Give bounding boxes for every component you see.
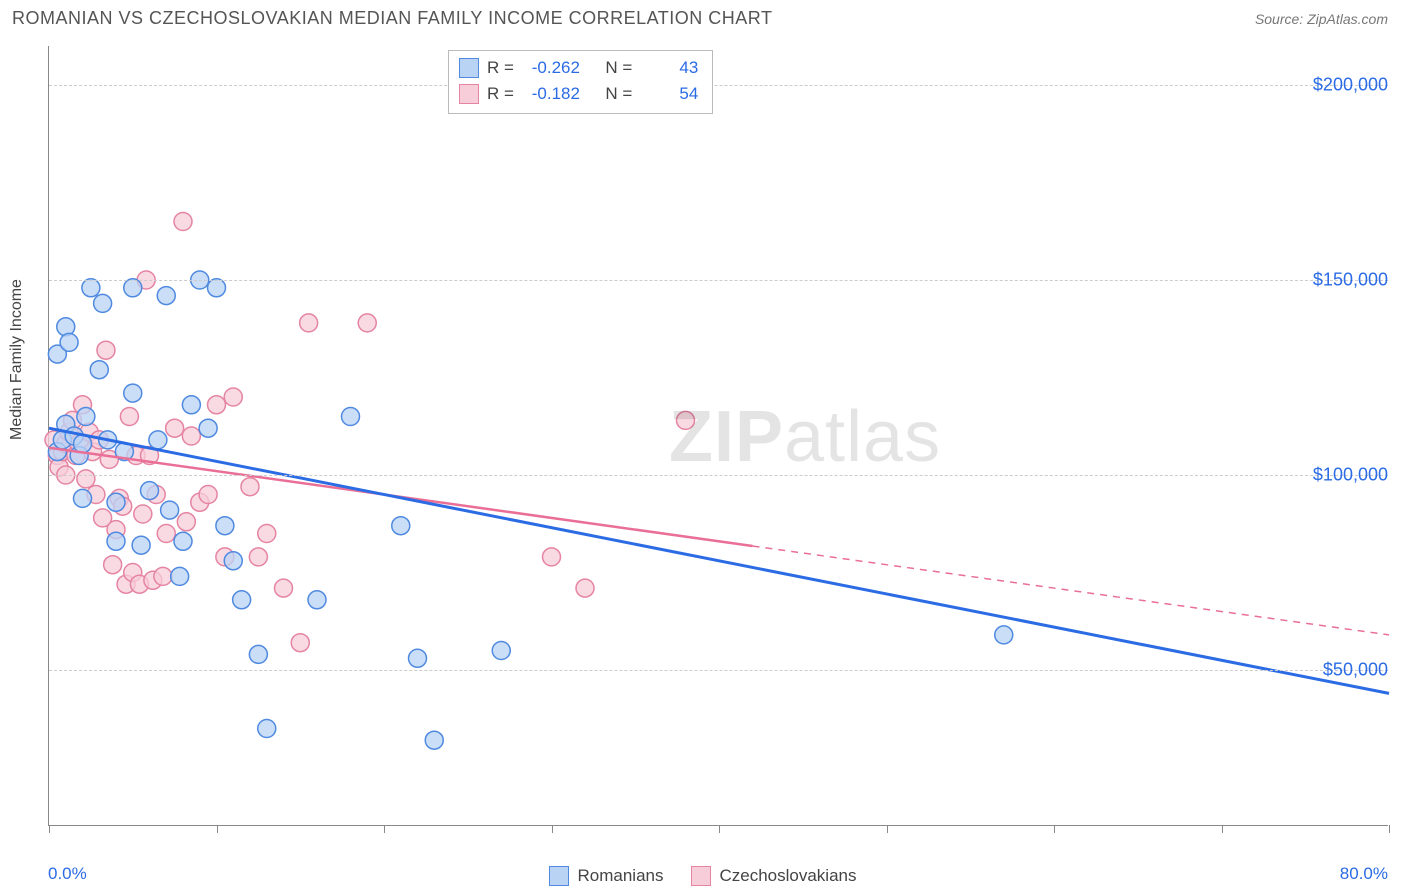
source-attribution: Source: ZipAtlas.com [1255,11,1388,27]
legend-item-romanians: Romanians [549,866,663,886]
r-label-2: R = [487,81,514,107]
legend-swatch-czech-icon [691,866,711,886]
n-value-romanians: 43 [640,55,698,81]
swatch-czech-icon [459,84,479,104]
bottom-legend: Romanians Czechoslovakians [0,866,1406,886]
legend-label-czech: Czechoslovakians [719,866,856,886]
stats-row-romanians: R = -0.262 N = 43 [459,55,698,81]
y-tick-label: $50,000 [1323,660,1388,681]
r-value-czech: -0.182 [522,81,580,107]
stats-legend-box: R = -0.262 N = 43 R = -0.182 N = 54 [448,50,713,114]
r-value-romanians: -0.262 [522,55,580,81]
chart-plot-area: ZIPatlas [48,46,1388,826]
chart-svg [49,46,1388,825]
y-tick-label: $200,000 [1313,75,1388,96]
stats-row-czech: R = -0.182 N = 54 [459,81,698,107]
legend-swatch-romanians-icon [549,866,569,886]
y-axis-label: Median Family Income [8,279,26,440]
swatch-romanians-icon [459,58,479,78]
y-tick-label: $100,000 [1313,465,1388,486]
chart-title: ROMANIAN VS CZECHOSLOVAKIAN MEDIAN FAMIL… [12,8,772,29]
legend-item-czech: Czechoslovakians [691,866,856,886]
r-label: R = [487,55,514,81]
n-value-czech: 54 [640,81,698,107]
n-label: N = [605,55,632,81]
legend-label-romanians: Romanians [577,866,663,886]
y-tick-label: $150,000 [1313,270,1388,291]
n-label-2: N = [605,81,632,107]
